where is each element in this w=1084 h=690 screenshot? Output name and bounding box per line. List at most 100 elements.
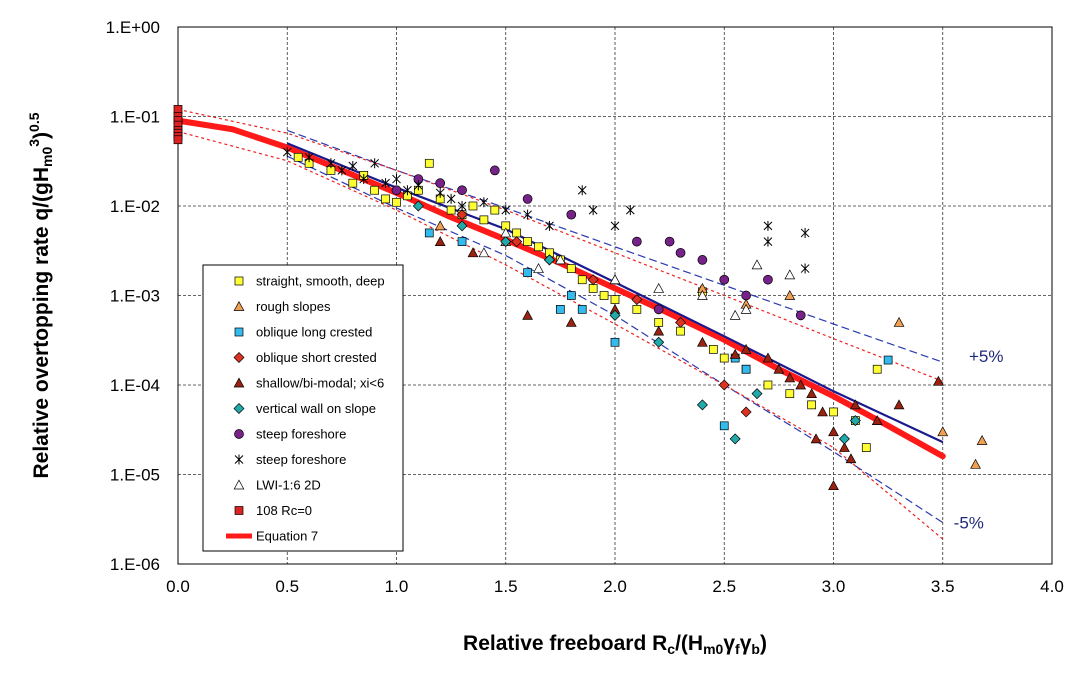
data-point [773, 363, 785, 374]
x-tick-labels: 0.0 0.5 1.0 1.5 2.0 2.5 3.0 3.5 4.0 [166, 577, 1064, 596]
data-point [434, 236, 446, 246]
data-point [381, 178, 390, 189]
data-point [337, 165, 347, 176]
legend-entry: straight, smooth, deep [234, 274, 385, 289]
data-point [282, 147, 292, 158]
data-point [457, 201, 467, 211]
data-point [784, 269, 796, 280]
data-point [741, 364, 751, 374]
data-point [845, 453, 857, 464]
y-axis-title-sup: 3 [26, 139, 42, 147]
data-point [871, 415, 883, 425]
x-tick-label: 2.5 [712, 577, 736, 596]
data-point [785, 389, 795, 399]
legend-label: shallow/bi-modal; xi<6 [256, 376, 384, 391]
data-point [675, 316, 687, 328]
data-point [434, 220, 446, 231]
data-point [412, 200, 424, 212]
data-point [719, 353, 729, 363]
data-point [609, 309, 621, 321]
legend-entry: LWI-1:6 2D [233, 478, 321, 493]
data-point [326, 158, 336, 169]
data-point [697, 255, 708, 265]
x-axis-title-close: ) [760, 632, 767, 655]
data-point [708, 345, 718, 354]
data-point [740, 303, 752, 314]
legend-entry: oblique long crested [234, 325, 372, 340]
legend-label: oblique long crested [256, 325, 372, 340]
data-point [599, 291, 609, 300]
data-point [446, 205, 456, 215]
data-point [554, 254, 566, 265]
data-point [838, 433, 850, 445]
data-point [932, 375, 944, 386]
data-point [675, 247, 686, 258]
data-point [479, 215, 489, 225]
x-tick-label: 3.5 [931, 577, 955, 596]
data-point [381, 194, 390, 204]
data-point [861, 443, 871, 452]
data-point [763, 236, 773, 247]
data-point [937, 426, 949, 437]
data-point [762, 352, 774, 363]
data-point [893, 316, 905, 327]
legend-entry: vertical wall on slope [233, 401, 376, 416]
data-point [456, 220, 468, 232]
data-point [676, 326, 685, 336]
data-point [610, 337, 620, 347]
legend-marker [234, 327, 244, 337]
data-point [478, 247, 490, 258]
data-point [479, 197, 489, 208]
data-point [293, 152, 303, 162]
data-point [424, 158, 434, 168]
legend-marker [234, 276, 244, 286]
x-axis-title-sub1: c [667, 641, 675, 657]
y-tick-label: 1.E-03 [110, 287, 160, 306]
x-axis-title-gamma2: γ [740, 632, 752, 655]
data-point [610, 295, 620, 304]
data-point [370, 185, 379, 195]
data-points [173, 105, 988, 491]
data-point [828, 480, 839, 491]
legend-entry: shallow/bi-modal; xi<6 [233, 376, 384, 391]
data-point [545, 220, 554, 231]
y-axis-title-sup2: 0.5 [26, 112, 42, 132]
data-point [883, 355, 893, 365]
data-point [610, 220, 620, 231]
data-point [784, 372, 796, 383]
data-point [391, 185, 402, 196]
legend-label: rough slopes [256, 299, 331, 314]
data-point [763, 274, 773, 285]
x-axis-title-sub3: f [735, 641, 740, 657]
legend-marker [234, 506, 244, 515]
data-point [609, 274, 621, 285]
data-point [456, 209, 468, 221]
legend-entry: oblique short crested [233, 350, 377, 365]
x-axis-title-gamma1: γ [723, 632, 735, 655]
plot-area [177, 26, 1053, 565]
data-point [800, 227, 810, 238]
data-point [625, 205, 635, 216]
data-point [653, 304, 664, 315]
data-point [893, 399, 905, 410]
x-tick-label: 4.0 [1040, 577, 1064, 596]
data-point [740, 343, 752, 354]
y-tick-label: 1.E-05 [110, 466, 160, 485]
x-tick-label: 2.0 [603, 577, 627, 596]
data-point [413, 180, 423, 191]
data-point [435, 187, 445, 198]
data-point [719, 274, 730, 285]
legend-marker [233, 300, 245, 311]
x-tick-label: 0.0 [166, 577, 190, 596]
legend-entry: rough slopes [233, 299, 331, 314]
data-point [763, 380, 773, 390]
legend-box [202, 264, 404, 552]
x-axis-title-sub4: b [751, 641, 760, 657]
data-point [543, 254, 555, 266]
legend-marker [233, 403, 245, 414]
legend-label: oblique short crested [256, 350, 377, 365]
data-point [697, 289, 708, 300]
legend-marker [234, 429, 244, 439]
